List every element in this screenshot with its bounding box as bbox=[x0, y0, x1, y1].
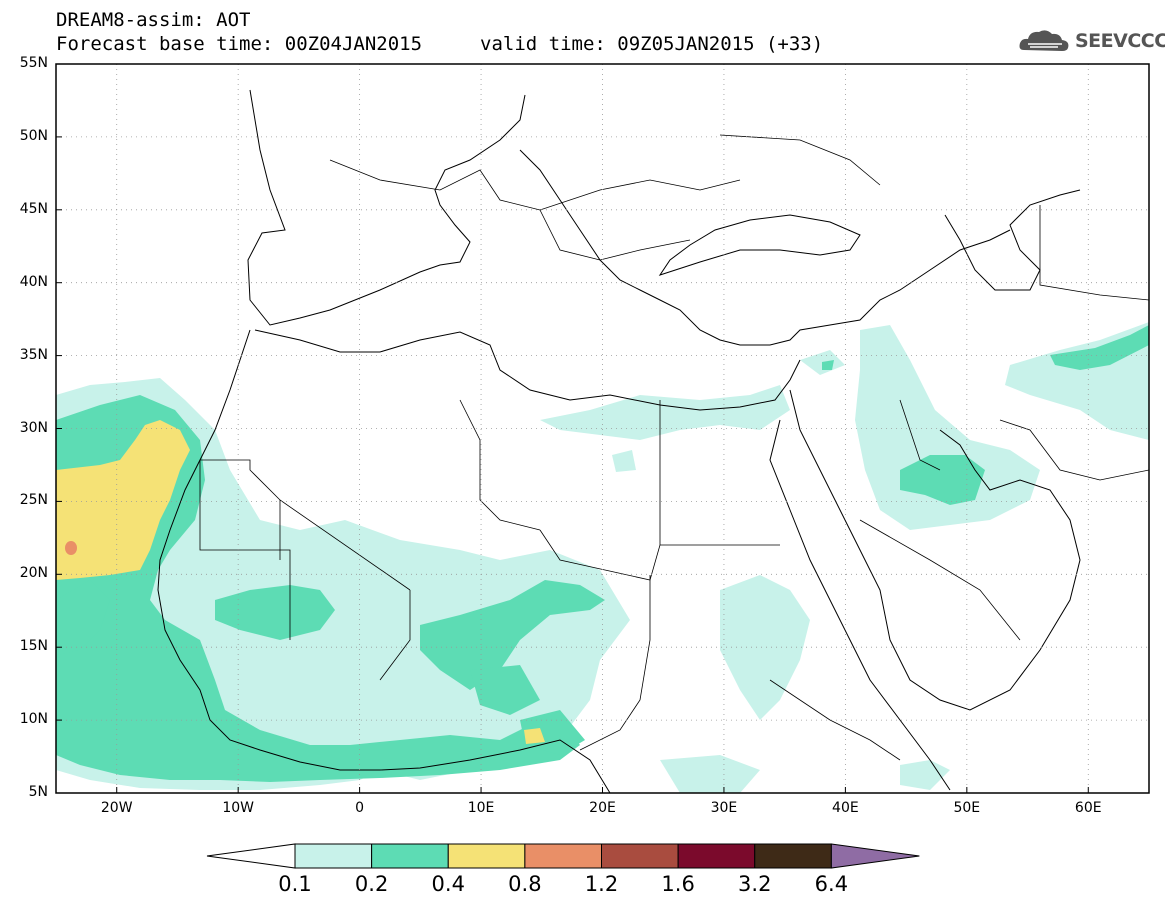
lon-tick-label: 20E bbox=[589, 800, 616, 816]
country-borders bbox=[199, 134, 1149, 761]
lon-tick-label: 50E bbox=[953, 800, 981, 816]
colorbar-swatch bbox=[447, 843, 526, 869]
colorbar-low-arrow bbox=[206, 843, 296, 869]
coastlines bbox=[157, 89, 1081, 793]
lon-tick-label: 30E bbox=[710, 800, 738, 816]
colorbar bbox=[206, 843, 920, 869]
aot-0.4-region bbox=[56, 420, 545, 744]
colorbar-label: 0.1 bbox=[278, 872, 312, 896]
logo-text: SEEVCCC bbox=[1075, 30, 1165, 52]
colorbar-label: 1.6 bbox=[661, 872, 695, 896]
lat-tick-label: 40N bbox=[19, 273, 48, 290]
colorbar-label: 0.8 bbox=[508, 872, 542, 896]
lon-tick-label: 60E bbox=[1074, 800, 1102, 816]
aot-0.2-region bbox=[56, 325, 1149, 782]
colorbar-swatch bbox=[371, 843, 449, 869]
lat-tick-label: 15N bbox=[19, 638, 48, 655]
lat-tick-label: 20N bbox=[19, 565, 48, 582]
colorbar-label: 1.2 bbox=[584, 872, 619, 896]
lat-tick-label: 30N bbox=[19, 419, 48, 436]
colorbar-label: 0.4 bbox=[431, 872, 465, 896]
colorbar-swatch bbox=[524, 843, 602, 869]
lat-tick-label: 5N bbox=[28, 784, 48, 800]
lat-tick-label: 50N bbox=[19, 127, 48, 144]
forecast-base-time: Forecast base time: 00Z04JAN2015 bbox=[56, 33, 423, 55]
lon-tick-label: 10W bbox=[222, 800, 254, 816]
colorbar-swatch bbox=[677, 843, 756, 869]
lat-tick-label: 25N bbox=[19, 492, 48, 509]
lon-tick-label: 40E bbox=[832, 800, 859, 816]
lat-tick-label: 35N bbox=[19, 346, 48, 363]
graticule bbox=[56, 64, 1149, 793]
lon-tick-label: 10E bbox=[467, 800, 495, 816]
colorbar-swatch bbox=[294, 843, 373, 869]
colorbar-swatch bbox=[601, 843, 679, 869]
lat-tick-label: 45N bbox=[19, 200, 48, 217]
map-title: DREAM8-assim: AOT bbox=[56, 9, 251, 31]
valid-time: valid time: 09Z05JAN2015 (+33) bbox=[480, 33, 824, 55]
colorbar-label: 6.4 bbox=[814, 872, 849, 896]
colorbar-high-arrow bbox=[830, 843, 920, 869]
lon-tick-label: 20W bbox=[100, 800, 133, 816]
aot-0.8-region bbox=[65, 541, 77, 555]
lat-tick-label: 10N bbox=[19, 711, 48, 728]
lat-tick-label: 55N bbox=[19, 55, 48, 71]
lon-tick-label: 0 bbox=[355, 800, 365, 816]
colorbar-swatch bbox=[754, 843, 832, 869]
colorbar-label: 3.2 bbox=[738, 872, 772, 896]
colorbar-label: 0.2 bbox=[354, 872, 389, 896]
seevccc-cloud-icon bbox=[1019, 30, 1069, 51]
